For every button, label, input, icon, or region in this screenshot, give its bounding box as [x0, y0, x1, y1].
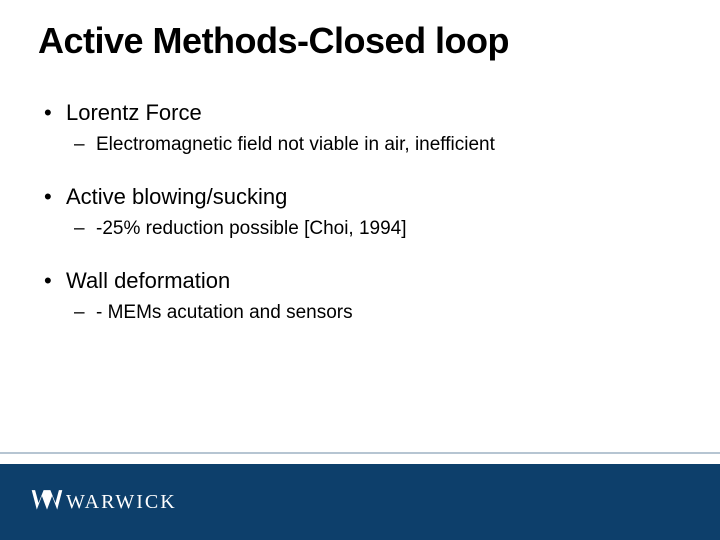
- slide-content: Lorentz Force Electromagnetic field not …: [38, 100, 680, 352]
- bullet-l2: - MEMs acutation and sensors: [96, 302, 353, 323]
- list-item: -25% reduction possible [Choi, 1994]: [66, 218, 680, 240]
- list-item: Electromagnetic field not viable in air,…: [66, 134, 680, 156]
- warwick-crest-icon: [30, 487, 64, 517]
- bullet-l1: Lorentz Force: [66, 100, 202, 125]
- bullet-l2: Electromagnetic field not viable in air,…: [96, 134, 495, 155]
- list-item: Active blowing/sucking -25% reduction po…: [38, 184, 680, 240]
- slide-title: Active Methods-Closed loop: [38, 20, 690, 62]
- bullet-l1: Wall deformation: [66, 268, 230, 293]
- footer-bar: WARWICK: [0, 464, 720, 540]
- list-item: - MEMs acutation and sensors: [66, 302, 680, 324]
- bullet-l1: Active blowing/sucking: [66, 184, 287, 209]
- list-item: Lorentz Force Electromagnetic field not …: [38, 100, 680, 156]
- warwick-logo-text: WARWICK: [66, 491, 177, 514]
- list-item: Wall deformation - MEMs acutation and se…: [38, 268, 680, 324]
- warwick-logo: WARWICK: [30, 487, 177, 517]
- bullet-l2: -25% reduction possible [Choi, 1994]: [96, 218, 407, 239]
- footer-divider: [0, 452, 720, 454]
